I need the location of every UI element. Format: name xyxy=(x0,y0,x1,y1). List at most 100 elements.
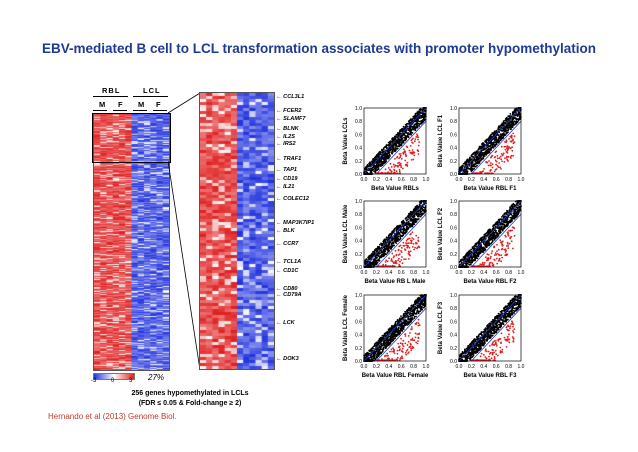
gene-label: ← SLAMF7 xyxy=(276,116,306,122)
data-point-hypomethylated xyxy=(504,157,506,160)
data-point xyxy=(370,160,373,163)
data-point xyxy=(468,252,471,254)
x-tick-label: 0.4 xyxy=(480,177,487,183)
data-point xyxy=(483,148,486,151)
y-tick-label: 0.0 xyxy=(355,265,362,271)
data-point xyxy=(506,209,508,212)
data-point xyxy=(498,221,501,223)
data-point xyxy=(509,113,512,115)
data-point-hypomethylated xyxy=(507,148,509,151)
data-point xyxy=(398,143,400,146)
gene-label: ← CCL3L1 xyxy=(276,94,304,100)
data-point-hypomethylated xyxy=(391,252,394,255)
data-point-hypomethylated xyxy=(398,263,401,266)
data-point xyxy=(392,231,395,234)
data-point-hypomethylated xyxy=(507,155,510,158)
data-point xyxy=(409,130,412,133)
data-point xyxy=(381,335,384,337)
data-point-hypomethylated xyxy=(391,260,394,263)
data-point-hypomethylated xyxy=(414,246,416,249)
data-point xyxy=(381,164,384,166)
data-point xyxy=(386,330,389,333)
data-point xyxy=(495,143,498,146)
data-point-hypomethylated xyxy=(395,253,398,256)
data-point xyxy=(368,257,370,260)
data-point xyxy=(404,123,407,126)
data-point xyxy=(407,127,409,130)
data-point xyxy=(405,229,408,231)
data-point xyxy=(376,165,379,168)
data-point-hypomethylated xyxy=(509,237,511,240)
data-point xyxy=(480,244,482,247)
y-tick-label: 0.4 xyxy=(450,146,457,152)
data-point-hypomethylated xyxy=(483,168,485,170)
data-point xyxy=(402,228,404,231)
data-point xyxy=(507,126,509,128)
arrow-left-icon: ← xyxy=(276,268,284,274)
data-point xyxy=(392,138,395,141)
data-point xyxy=(476,150,479,153)
data-point xyxy=(405,227,408,230)
data-point xyxy=(401,235,404,238)
data-point xyxy=(509,125,512,128)
gene-name: FCER2 xyxy=(283,108,302,114)
data-point xyxy=(417,113,419,116)
data-point xyxy=(414,123,417,126)
data-point-hypomethylated xyxy=(482,263,484,265)
data-point-hypomethylated xyxy=(408,246,411,249)
data-point xyxy=(402,220,405,223)
data-point xyxy=(378,165,380,167)
x-axis-label: Beta Value RB L Male xyxy=(365,279,427,285)
data-point-hypomethylated xyxy=(507,247,510,250)
data-point xyxy=(485,152,487,155)
data-point xyxy=(377,254,379,257)
data-point-hypomethylated xyxy=(494,252,497,255)
data-point xyxy=(365,258,368,261)
data-point xyxy=(379,152,382,155)
x-axis-label: Beta Value RBL F2 xyxy=(464,279,518,285)
data-point-hypomethylated xyxy=(489,169,492,172)
data-point xyxy=(415,120,417,123)
data-point-hypomethylated xyxy=(387,171,389,174)
data-point-hypomethylated xyxy=(491,262,494,264)
data-point xyxy=(423,118,426,121)
data-point xyxy=(483,247,486,250)
arrow-left-icon: ← xyxy=(276,356,284,362)
data-point xyxy=(392,140,394,143)
zoomed-heatmap-canvas xyxy=(200,93,274,369)
arrow-left-icon: ← xyxy=(276,184,284,190)
data-point-hypomethylated xyxy=(406,165,409,167)
data-point-hypomethylated xyxy=(495,257,498,260)
heatmap-caption: 256 genes hypomethylated in LCLs (FDR ≤ … xyxy=(120,389,260,409)
x-tick-label: 1.0 xyxy=(518,270,525,276)
data-point xyxy=(464,256,466,259)
gene-label: ← CD19 xyxy=(276,176,297,182)
y-tick-label: 0.6 xyxy=(450,132,457,138)
data-point-hypomethylated xyxy=(506,147,508,149)
data-point xyxy=(374,166,377,169)
data-point xyxy=(369,261,372,264)
data-point xyxy=(489,148,492,151)
arrow-left-icon: ← xyxy=(276,108,284,114)
data-point-hypomethylated xyxy=(512,138,514,141)
arrow-left-icon: ← xyxy=(276,228,284,234)
data-point xyxy=(376,261,379,264)
data-point xyxy=(510,121,512,124)
data-point xyxy=(384,146,386,148)
gene-name: BLK xyxy=(283,228,295,234)
data-point-hypomethylated xyxy=(403,248,406,250)
data-point xyxy=(502,223,505,225)
data-point-hypomethylated xyxy=(394,164,397,167)
data-point xyxy=(379,256,382,258)
x-tick-label: 0.2 xyxy=(468,270,475,276)
data-point xyxy=(381,149,383,152)
sample-label-m2: M xyxy=(138,100,146,109)
data-point-hypomethylated xyxy=(409,145,412,147)
data-point xyxy=(481,247,483,249)
data-point-hypomethylated xyxy=(402,152,405,155)
data-point xyxy=(477,162,479,164)
data-point-hypomethylated xyxy=(390,259,393,261)
data-point xyxy=(516,121,519,124)
data-point xyxy=(398,145,401,148)
data-point xyxy=(518,208,520,210)
